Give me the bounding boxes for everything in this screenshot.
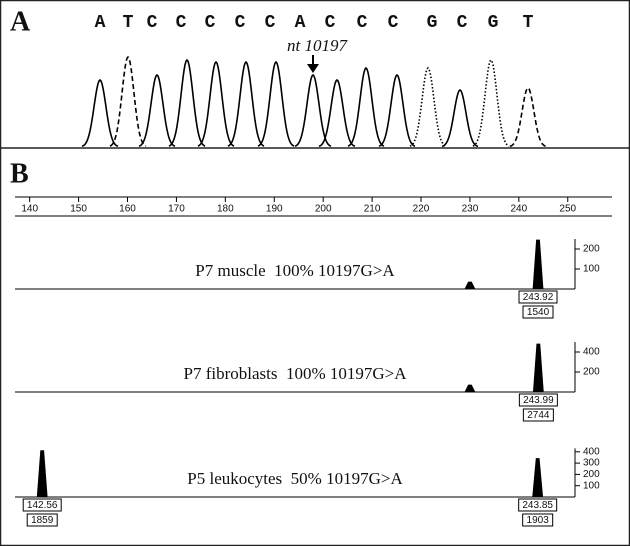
y-tick-label: 100 — [583, 264, 600, 275]
peak-size-label: 243.92 — [523, 292, 554, 303]
base-letter: T — [523, 13, 534, 33]
base-letter: C — [265, 13, 276, 33]
trace-caption: P7 muscle 100% 10197G>A — [195, 261, 395, 280]
label-box — [518, 290, 558, 304]
peak-area-label: 2744 — [527, 410, 550, 421]
x-tick-label: 230 — [462, 204, 479, 215]
chromatogram-peak — [257, 60, 295, 147]
chromatogram-peak — [197, 60, 235, 147]
label-box — [518, 393, 558, 407]
y-tick-label: 400 — [583, 446, 600, 457]
chromatogram-peak — [138, 73, 176, 148]
chromatogram-peak — [509, 86, 547, 148]
x-tick-label: 170 — [168, 204, 185, 215]
y-tick-label: 200 — [583, 367, 600, 378]
peak — [532, 458, 544, 498]
chromatogram-peak — [318, 78, 356, 148]
label-box — [522, 305, 554, 319]
chromatogram-peak — [109, 55, 147, 147]
annotation: nt 10197 — [287, 36, 348, 55]
x-tick-label: 220 — [413, 204, 430, 215]
chromatogram-peak — [441, 88, 479, 148]
x-tick-label: 180 — [217, 204, 234, 215]
peak — [532, 239, 544, 290]
label-box — [22, 498, 62, 512]
x-tick-label: 190 — [266, 204, 283, 215]
chromatogram-peak — [81, 78, 119, 148]
arrow-head — [307, 64, 319, 73]
x-tick-label: 160 — [119, 204, 136, 215]
x-tick-label: 150 — [70, 204, 87, 215]
base-letter: C — [388, 13, 399, 33]
label-box — [518, 498, 558, 512]
peak — [464, 384, 476, 393]
base-letter: C — [176, 13, 187, 33]
chromatogram-peak — [168, 58, 206, 147]
label-box — [522, 408, 554, 422]
peak — [36, 450, 48, 498]
y-tick-label: 200 — [583, 469, 600, 480]
base-letter: C — [457, 13, 468, 33]
chromatogram-peak — [378, 73, 416, 148]
base-letter: A — [295, 13, 306, 33]
peak-size-label: 243.99 — [523, 395, 554, 406]
label-box — [26, 513, 58, 527]
chromatogram-peak — [409, 66, 447, 147]
x-tick-label: 250 — [559, 204, 576, 215]
y-tick-label: 300 — [583, 458, 600, 469]
peak — [532, 343, 544, 393]
peak-size-label: 243.85 — [522, 500, 553, 511]
base-letter: C — [357, 13, 368, 33]
peak-area-label: 1859 — [31, 515, 54, 526]
peak-size-label: 142.56 — [27, 500, 58, 511]
x-tick-label: 240 — [510, 204, 527, 215]
base-letter: C — [205, 13, 216, 33]
x-tick-label: 200 — [315, 204, 332, 215]
y-tick-label: 200 — [583, 244, 600, 255]
trace-caption: P5 leukocytes 50% 10197G>A — [187, 469, 403, 488]
x-tick-label: 140 — [21, 204, 38, 215]
y-tick-label: 100 — [583, 480, 600, 491]
peak-area-label: 1903 — [527, 515, 550, 526]
peak-area-label: 1540 — [527, 307, 550, 318]
panel-b-label: B — [10, 158, 29, 189]
x-tick-label: 210 — [364, 204, 381, 215]
peak — [464, 281, 476, 290]
base-letter: G — [488, 13, 499, 33]
base-letter: G — [427, 13, 438, 33]
label-box — [522, 513, 554, 527]
base-letter: C — [235, 13, 246, 33]
chromatogram-peak — [227, 60, 265, 147]
chromatogram-peak — [347, 66, 385, 147]
base-letter: T — [123, 13, 134, 33]
base-letter: C — [325, 13, 336, 33]
trace-caption: P7 fibroblasts 100% 10197G>A — [183, 364, 407, 383]
base-letter: A — [95, 13, 106, 33]
panel-a-label: A — [10, 6, 31, 37]
fragment-analysis: 140 150 160 170 180 190 200 210 220 230 240 2501002… — [15, 196, 612, 527]
base-letter: C — [147, 13, 158, 33]
y-tick-label: 400 — [583, 347, 600, 358]
